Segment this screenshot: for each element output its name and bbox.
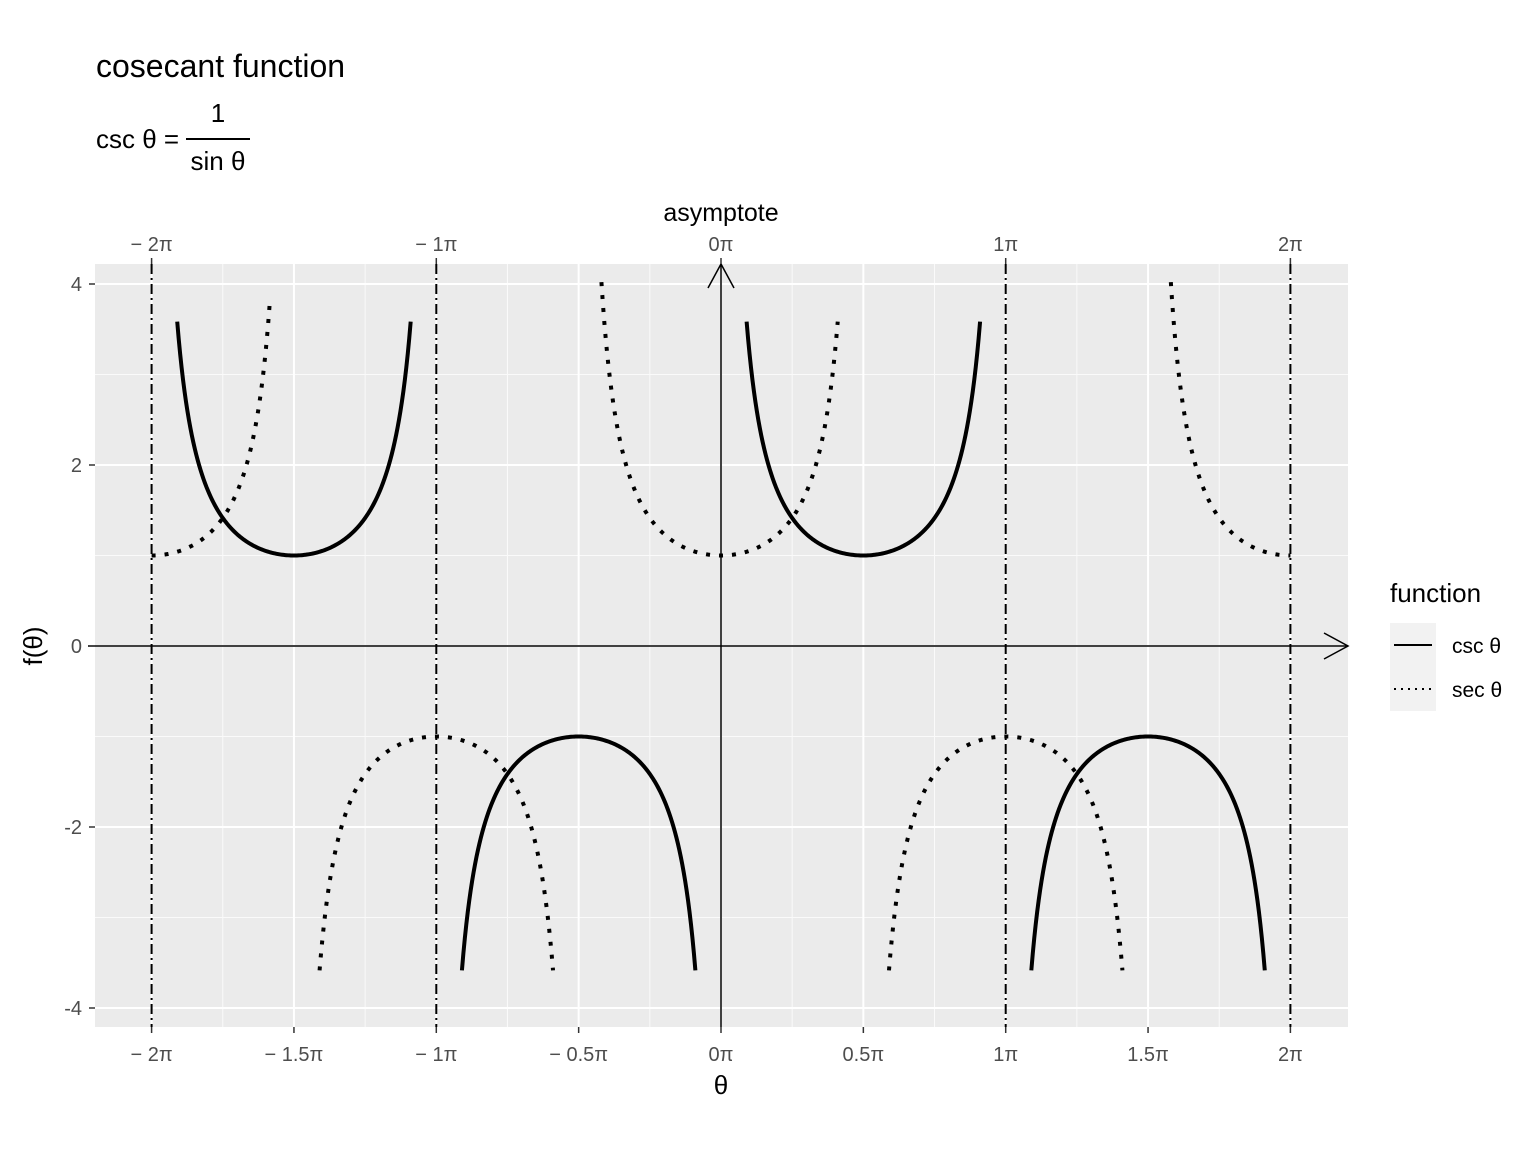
formula-fraction: 1 sin θ (186, 98, 250, 177)
csc-curve-segment (1029, 734, 1267, 971)
x-tick-label: − 1π (415, 1044, 457, 1066)
x-axis-bottom: − 2π − 1.5π − 1π − 0.5π 0π 0.5π 1π 1.5π 2π (131, 1027, 1303, 1066)
top-tick-label: 1π (993, 234, 1018, 256)
sec-curve-segment (599, 281, 840, 558)
formula-denominator: sin θ (190, 146, 246, 176)
top-axis-label: asymptote (663, 199, 778, 227)
legend: function csc θ sec θ (1390, 578, 1502, 711)
top-tick-label: 0π (709, 234, 734, 256)
y-tick-label: 4 (71, 274, 82, 296)
chart-title: cosecant function (96, 48, 346, 84)
x-tick-label: 1π (993, 1044, 1018, 1066)
fraction-bar (186, 138, 250, 140)
y-tick-label: -2 (64, 817, 82, 839)
formula-numerator: 1 (210, 98, 226, 128)
csc-curve-segment (744, 321, 983, 558)
y-axis: -4 -2 0 2 4 (64, 274, 95, 1020)
y-axis-label: f(θ) (18, 627, 48, 666)
legend-label-sec: sec θ (1452, 679, 1503, 702)
sec-curve-segment (886, 734, 1125, 971)
y-tick-label: 2 (71, 455, 82, 477)
formula-lhs: csc θ = (96, 124, 180, 154)
x-tick-label: 1.5π (1127, 1044, 1169, 1066)
top-tick-label: − 2π (131, 234, 173, 256)
x-axis-arrow (1323, 632, 1350, 660)
csc-curve-segment (459, 734, 698, 971)
x-axis-top: − 2π − 1π 0π 1π 2π (131, 234, 1303, 264)
top-tick-label: 2π (1278, 234, 1303, 256)
x-tick-label: − 1.5π (265, 1044, 324, 1066)
legend-label-csc: csc θ (1452, 635, 1502, 658)
x-tick-label: 0π (709, 1044, 734, 1066)
x-tick-label: 2π (1278, 1044, 1303, 1066)
y-tick-label: -4 (64, 998, 82, 1020)
x-tick-label: 0.5π (843, 1044, 885, 1066)
x-tick-label: − 2π (131, 1044, 173, 1066)
x-tick-label: − 0.5π (549, 1044, 608, 1066)
series-layer (150, 281, 1292, 971)
legend-title: function (1390, 578, 1482, 608)
sec-curve-segment (150, 302, 272, 558)
csc-curve-segment (175, 321, 413, 558)
y-tick-label: 0 (71, 636, 82, 658)
legend-key-sec (1390, 667, 1436, 711)
top-tick-label: − 1π (415, 234, 457, 256)
x-axis-label: θ (714, 1070, 728, 1100)
legend-key-csc (1390, 623, 1436, 667)
sec-curve-segment (1168, 281, 1292, 558)
sec-curve-segment (317, 734, 556, 971)
